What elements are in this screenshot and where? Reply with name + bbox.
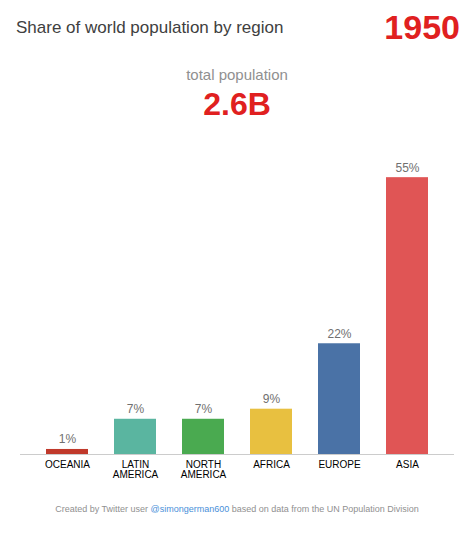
svg-text:22%: 22%	[327, 327, 351, 341]
html-text:2.6B: 2.6B	[203, 86, 271, 122]
svg-text:EUROPE: EUROPE	[318, 459, 361, 470]
html-text:1950: 1950	[384, 8, 460, 46]
svg-text:NORTHAMERICA: NORTHAMERICA	[181, 459, 227, 480]
html-text:total population: total population	[186, 66, 288, 83]
html-text:Share of world population by r: Share of world population by region	[16, 18, 284, 37]
svg-text:9%: 9%	[263, 392, 281, 406]
svg-text:1%: 1%	[59, 432, 77, 446]
svg-text:AFRICA: AFRICA	[253, 459, 290, 470]
svg-text:OCEANIA: OCEANIA	[45, 459, 90, 470]
svg-text:55%: 55%	[395, 161, 419, 175]
svg-text:LATINAMERICA: LATINAMERICA	[113, 459, 159, 480]
html-text:Created by Twitter user @simon: Created by Twitter user @simongerman600 …	[55, 504, 419, 514]
svg-text:ASIA: ASIA	[396, 459, 419, 470]
svg-text:7%: 7%	[127, 402, 145, 416]
svg-text:7%: 7%	[195, 402, 213, 416]
